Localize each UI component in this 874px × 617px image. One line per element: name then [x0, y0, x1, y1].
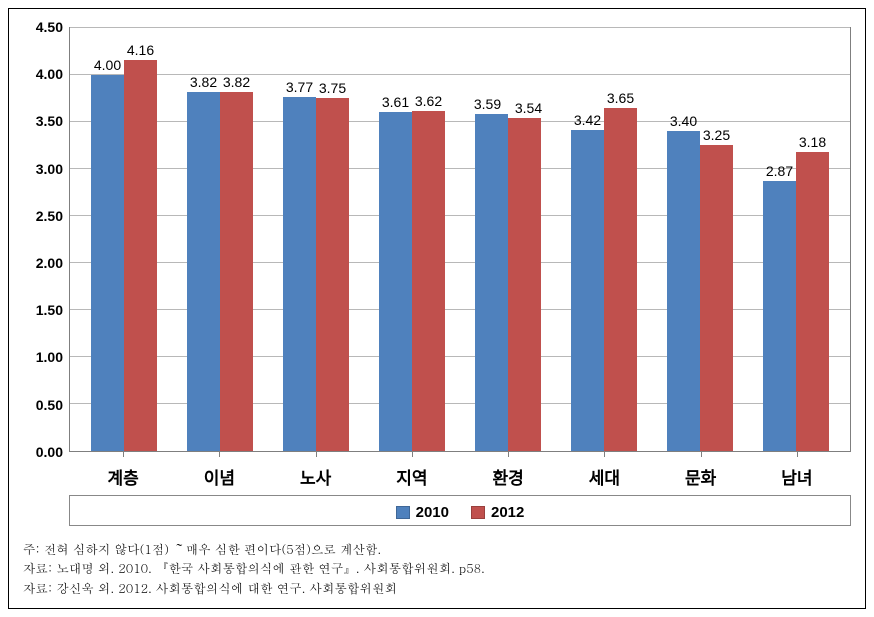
bar-value-label: 3.25 [703, 127, 730, 143]
y-tick-label: 0.00 [36, 444, 63, 460]
bar-value-label: 3.54 [515, 100, 542, 116]
bar: 3.61 [379, 112, 412, 451]
legend-item: 2012 [471, 504, 524, 521]
x-tick-mark [75, 452, 171, 458]
bar: 3.82 [187, 92, 220, 451]
bar: 3.77 [283, 97, 316, 451]
bar-value-label: 4.00 [94, 57, 121, 73]
x-tick-label: 남녀 [749, 464, 845, 489]
bar-value-label: 3.62 [415, 93, 442, 109]
x-tick-label: 계층 [75, 464, 171, 489]
y-tick-label: 3.50 [36, 113, 63, 129]
legend-swatch [396, 506, 410, 519]
bar: 3.54 [508, 118, 541, 451]
bar: 3.40 [667, 131, 700, 451]
y-tick-label: 1.00 [36, 349, 63, 365]
bar: 3.42 [571, 130, 604, 451]
bar-value-label: 3.59 [474, 96, 501, 112]
bar-group: 4.004.16 [76, 28, 172, 451]
bar: 4.16 [124, 60, 157, 451]
x-tick-label: 문화 [653, 464, 749, 489]
y-tick-label: 2.00 [36, 255, 63, 271]
bar: 3.82 [220, 92, 253, 451]
bar: 3.75 [316, 98, 349, 450]
x-tick-mark [364, 452, 460, 458]
y-tick-label: 2.50 [36, 208, 63, 224]
bar: 3.65 [604, 108, 637, 451]
x-tick-marks [23, 452, 851, 458]
x-tick-label: 환경 [460, 464, 556, 489]
x-axis: 계층이념노사지역환경세대문화남녀 [23, 458, 851, 489]
y-tick-label: 4.50 [36, 19, 63, 35]
plot: 4.004.163.823.823.773.753.613.623.593.54… [69, 27, 851, 452]
bar-group: 2.873.18 [748, 28, 844, 451]
bar-value-label: 3.65 [607, 90, 634, 106]
footnote-line: 자료: 노대명 외. 2010. 『한국 사회통합의식에 관한 연구』. 사회통… [23, 559, 851, 578]
bar: 3.25 [700, 145, 733, 450]
footnotes: 주: 전혀 심하지 않다(1점) ～매우 심한 편이다(5점)으로 계산함.자료… [9, 532, 865, 608]
bar-value-label: 4.16 [127, 42, 154, 58]
bar: 2.87 [763, 181, 796, 451]
bar-value-label: 3.77 [286, 79, 313, 95]
legend: 2010 2012 [69, 495, 851, 526]
x-tick-mark [556, 452, 652, 458]
plot-inner: 4.004.163.823.823.773.753.613.623.593.54… [69, 27, 851, 452]
bar: 3.59 [475, 114, 508, 451]
x-tick-label: 노사 [268, 464, 364, 489]
y-tick-label: 0.50 [36, 397, 63, 413]
bar-value-label: 2.87 [766, 163, 793, 179]
bar: 3.18 [796, 152, 829, 451]
bar-value-label: 3.42 [574, 112, 601, 128]
bar-value-label: 3.40 [670, 113, 697, 129]
bar-group: 3.423.65 [556, 28, 652, 451]
y-axis: 0.000.501.001.502.002.503.003.504.004.50 [23, 27, 69, 452]
y-tick-label: 1.50 [36, 302, 63, 318]
bar-value-label: 3.82 [223, 74, 250, 90]
bar: 4.00 [91, 75, 124, 451]
plot-wrap: 0.000.501.001.502.002.503.003.504.004.50… [23, 27, 851, 452]
x-tick-label: 이념 [171, 464, 267, 489]
x-tick-label: 지역 [364, 464, 460, 489]
footnote-line: 자료: 강신욱 외. 2012. 사회통합의식에 대한 연구. 사회통합위원회 [23, 579, 851, 598]
bar-group: 3.593.54 [460, 28, 556, 451]
bar-group: 3.823.82 [172, 28, 268, 451]
bar-value-label: 3.75 [319, 80, 346, 96]
x-tick-mark [653, 452, 749, 458]
bar-group: 3.403.25 [652, 28, 748, 451]
chart-area: 0.00 0.50 1.00 1.50 2.00 2.50 3.00 3.50 4.00 4.50… [9, 9, 865, 532]
legend-item: 2010 [396, 504, 449, 521]
bars-row: 4.004.163.823.823.773.753.613.623.593.54… [70, 28, 850, 451]
x-tick-mark [460, 452, 556, 458]
legend-label: 2012 [491, 504, 524, 521]
y-tick-label: 3.00 [36, 161, 63, 177]
x-tick-label: 세대 [556, 464, 652, 489]
bar-value-label: 3.82 [190, 74, 217, 90]
bar: 3.62 [412, 111, 445, 451]
legend-label: 2010 [416, 504, 449, 521]
y-tick-label: 4.00 [36, 66, 63, 82]
bar-group: 3.613.62 [364, 28, 460, 451]
x-tick-mark [749, 452, 845, 458]
legend-swatch [471, 506, 485, 519]
footnote-line: 주: 전혀 심하지 않다(1점) ～매우 심한 편이다(5점)으로 계산함. [23, 540, 851, 559]
figure-frame: 0.00 0.50 1.00 1.50 2.00 2.50 3.00 3.50 4.00 4.50… [8, 8, 866, 609]
bar-value-label: 3.61 [382, 94, 409, 110]
bar-group: 3.773.75 [268, 28, 364, 451]
bar-value-label: 3.18 [799, 134, 826, 150]
x-tick-mark [171, 452, 267, 458]
x-tick-mark [268, 452, 364, 458]
